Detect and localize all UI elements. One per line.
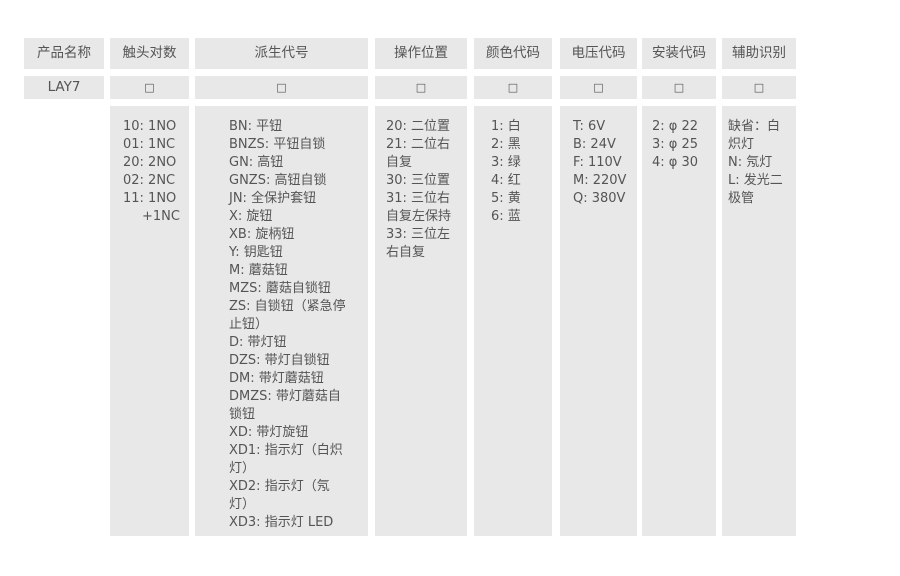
- list-item: 3: 绿: [491, 155, 521, 170]
- list-item: D: 带灯钮: [229, 335, 287, 350]
- list-item: 2: φ 22: [652, 119, 699, 134]
- list-item: XD3: 指示灯 LED: [229, 515, 334, 530]
- list-item: 30: 三位置: [386, 173, 451, 188]
- list-item: 21: 二位右自复: [386, 137, 451, 170]
- product-model: LAY7: [24, 76, 104, 99]
- header-auxiliary-id: 辅助识别: [722, 38, 796, 69]
- list-item: 01: 1NC: [123, 137, 176, 152]
- header-mounting-code: 安装代码: [642, 38, 716, 69]
- list-item: 缺省：白炽灯: [728, 119, 781, 152]
- list-item: X: 旋钮: [229, 209, 273, 224]
- auxiliary-list: 缺省：白炽灯 N: 氖灯 L: 发光二极管: [722, 106, 796, 536]
- placeholder-contacts: □: [110, 76, 189, 99]
- list-item: L: 发光二极管: [728, 173, 783, 206]
- list-item: 20: 2NO: [123, 155, 177, 170]
- list-item: 5: 黄: [491, 191, 521, 206]
- list-item: 2: 黑: [491, 137, 521, 152]
- placeholder-mounting: □: [642, 76, 716, 99]
- voltages-list: T: 6V B: 24V F: 110V M: 220V Q: 380V: [560, 106, 637, 536]
- list-item: N: 氖灯: [728, 155, 773, 170]
- empty-cell: [24, 106, 104, 536]
- list-item: 31: 三位右自复左保持: [386, 191, 452, 224]
- list-item: M: 220V: [573, 173, 627, 188]
- list-item: ZS: 自锁钮（紧急停止钮）: [229, 299, 346, 332]
- list-item: T: 6V: [573, 119, 606, 134]
- list-item: 4: 红: [491, 173, 521, 188]
- list-item: Y: 钥匙钮: [229, 245, 283, 260]
- placeholder-auxiliary: □: [722, 76, 796, 99]
- list-item: Q: 380V: [573, 191, 626, 206]
- list-item: 11: 1NO: [123, 191, 177, 206]
- list-item: +1NC: [142, 209, 180, 224]
- list-item: BNZS: 平钮自锁: [229, 137, 326, 152]
- list-item: JN: 全保护套钮: [229, 191, 317, 206]
- contacts-list: 10: 1NO 01: 1NC 20: 2NO 02: 2NC 11: 1NO +1NC: [110, 106, 189, 536]
- header-color-code: 颜色代码: [474, 38, 552, 69]
- list-item: DM: 带灯蘑菇钮: [229, 371, 324, 386]
- list-item: 02: 2NC: [123, 173, 176, 188]
- list-item: 3: φ 25: [652, 137, 699, 152]
- list-item: GNZS: 高钮自锁: [229, 173, 327, 188]
- list-item: DZS: 带灯自锁钮: [229, 353, 330, 368]
- list-item: B: 24V: [573, 137, 616, 152]
- list-item: 20: 二位置: [386, 119, 451, 134]
- list-item: 4: φ 30: [652, 155, 699, 170]
- colors-list: 1: 白 2: 黑 3: 绿 4: 红 5: 黄 6: 蓝: [474, 106, 552, 536]
- placeholder-color: □: [474, 76, 552, 99]
- mounting-list: 2: φ 22 3: φ 25 4: φ 30: [642, 106, 716, 536]
- header-operating-position: 操作位置: [375, 38, 467, 69]
- header-contacts: 触头对数: [110, 38, 189, 69]
- list-item: 10: 1NO: [123, 119, 177, 134]
- list-item: 1: 白: [491, 119, 521, 134]
- placeholder-position: □: [375, 76, 467, 99]
- derivatives-list: BN: 平钮 BNZS: 平钮自锁 GN: 高钮 GNZS: 高钮自锁 JN: 全保护套…: [195, 106, 368, 536]
- list-item: XD2: 指示灯（氖灯）: [229, 479, 330, 512]
- header-derivative-code: 派生代号: [195, 38, 368, 69]
- list-item: DMZS: 带灯蘑菇自锁钮: [229, 389, 341, 422]
- placeholder-derivative: □: [195, 76, 368, 99]
- list-item: 33: 三位左右自复: [386, 227, 451, 260]
- list-item: XD: 带灯旋钮: [229, 425, 309, 440]
- list-item: F: 110V: [573, 155, 622, 170]
- list-item: MZS: 蘑菇自锁钮: [229, 281, 331, 296]
- header-voltage-code: 电压代码: [560, 38, 637, 69]
- list-item: 6: 蓝: [491, 209, 521, 224]
- list-item: XB: 旋柄钮: [229, 227, 295, 242]
- list-item: M: 蘑菇钮: [229, 263, 288, 278]
- header-product-name: 产品名称: [24, 38, 104, 69]
- list-item: GN: 高钮: [229, 155, 284, 170]
- placeholder-voltage: □: [560, 76, 637, 99]
- list-item: BN: 平钮: [229, 119, 283, 134]
- positions-list: 20: 二位置 21: 二位右自复 30: 三位置 31: 三位右自复左保持 33: 三…: [375, 106, 467, 536]
- list-item: XD1: 指示灯（白炽灯）: [229, 443, 343, 476]
